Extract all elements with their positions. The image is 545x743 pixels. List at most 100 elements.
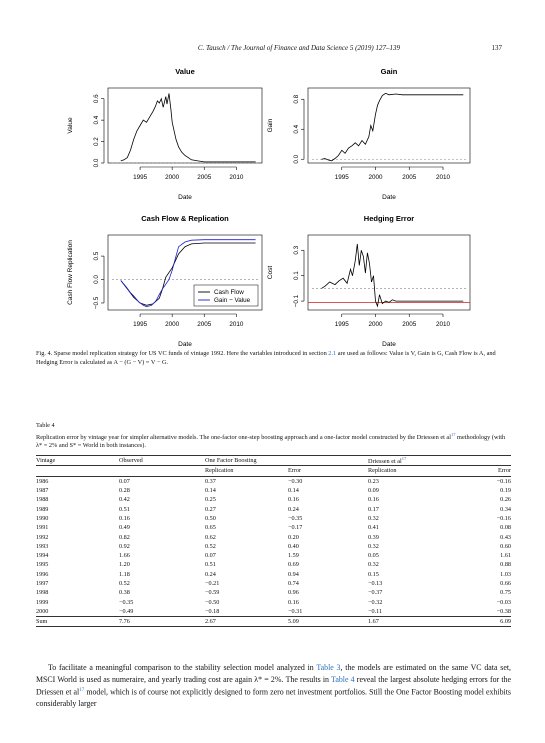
value-cell: 0.14 xyxy=(205,487,216,495)
body-paragraph: To facilitate a meaningful comparison to… xyxy=(36,662,511,710)
chart-panel: Value Date Value 1995 2000 2005 2010 0.0 0.2 0.4 0… xyxy=(67,67,263,201)
caption-section-link[interactable]: 2.1 xyxy=(328,350,337,357)
value-cell: −0.35 xyxy=(119,598,134,606)
figure-caption: Fig. 4. Sparse model replication strateg… xyxy=(36,350,511,367)
caption-text-1: Sparse model replication strategy for US… xyxy=(53,350,329,357)
y-tick-label: 0.4 xyxy=(93,115,100,124)
table-header-row: Vintage Observed One Factor Boosting Dri… xyxy=(36,454,511,467)
plot-frame xyxy=(107,234,263,311)
chart-panel: Gain Date Gain 1995 2000 2005 2010 0.0 0.4 0.8 xyxy=(267,67,471,201)
value-cell: 0.66 xyxy=(500,580,511,587)
value-cell: 0.20 xyxy=(288,533,299,541)
table-caption-text-b: methodology (with λ* = 2% and S* = World… xyxy=(36,433,506,450)
vintage-cell: 1996 xyxy=(36,570,49,578)
table-row: 1991 0.49 0.65 −0.17 0.41 0.08 xyxy=(36,523,511,532)
x-tick-label: 2010 xyxy=(229,321,244,328)
y-tick-label: −0.1 xyxy=(293,294,300,307)
value-cell: −0.21 xyxy=(205,580,220,587)
table-title: Table 4 xyxy=(36,422,55,429)
sum-cell: 6.09 xyxy=(451,616,511,628)
table-row: 1987 0.28 0.14 0.14 0.09 0.19 xyxy=(36,486,511,495)
x-tick-label: 2000 xyxy=(368,321,383,328)
sum-cell: 1.67 xyxy=(368,616,451,628)
table-row: 2000 −0.49 −0.18 −0.31 −0.11 −0.38 xyxy=(36,607,511,617)
value-cell: −0.17 xyxy=(288,524,303,532)
table-row: 1996 1.18 0.24 0.94 0.15 1.03 xyxy=(36,570,511,579)
sub-error-1: Error xyxy=(288,465,368,477)
value-cell: 0.37 xyxy=(205,477,216,485)
value-cell: −0.35 xyxy=(288,514,303,522)
value-cell: −0.11 xyxy=(368,607,383,615)
value-cell: 0.32 xyxy=(368,542,379,550)
value-cell: −0.32 xyxy=(368,598,383,606)
x-tick-label: 2010 xyxy=(436,174,451,181)
value-cell: 0.52 xyxy=(119,580,130,587)
ref-17-link[interactable]: 17 xyxy=(79,688,85,694)
y-tick-label: 0.6 xyxy=(93,94,100,103)
value-cell: −0.16 xyxy=(496,514,511,522)
y-tick-label: 0.0 xyxy=(93,158,100,167)
series-line xyxy=(120,93,256,163)
sub-replication-1: Replication xyxy=(205,465,288,477)
value-cell: 0.69 xyxy=(288,561,299,569)
y-tick-label: 0.2 xyxy=(93,137,100,146)
vintage-cell: 1991 xyxy=(36,524,49,532)
vintage-cell: 1997 xyxy=(36,580,49,587)
value-cell: 0.09 xyxy=(368,487,379,495)
value-cell: 0.24 xyxy=(288,505,299,513)
value-cell: 0.50 xyxy=(205,514,216,522)
sub-replication-2: Replication xyxy=(368,465,451,477)
y-tick-label: −0.5 xyxy=(93,296,100,309)
series-line xyxy=(321,243,464,308)
legend-box xyxy=(193,284,259,307)
value-cell: 0.16 xyxy=(288,496,299,504)
vintage-cell: 1986 xyxy=(36,477,49,485)
value-cell: 0.38 xyxy=(119,589,130,597)
value-cell: −0.37 xyxy=(368,589,383,597)
sub-error-2: Error xyxy=(451,465,511,477)
value-cell: 1.03 xyxy=(500,570,511,578)
legend-label: Gain − Value xyxy=(214,297,251,304)
x-axis-label: Date xyxy=(382,341,396,348)
value-cell: 0.39 xyxy=(368,533,379,541)
chart-title: Cash Flow & Replication xyxy=(141,214,229,223)
table-3-link[interactable]: Table 3 xyxy=(316,663,341,672)
chart-title: Value xyxy=(175,67,195,76)
table-row: 1989 0.51 0.27 0.24 0.17 0.34 xyxy=(36,504,511,513)
value-cell: −0.16 xyxy=(496,477,511,485)
value-cell: −0.38 xyxy=(496,607,511,615)
x-tick-label: 1995 xyxy=(133,321,148,328)
table-caption-ref[interactable]: 17 xyxy=(450,431,456,437)
caption-text-2: are used as follows: Value is V, Gain is… xyxy=(36,350,496,366)
value-cell: 0.14 xyxy=(288,487,299,495)
table-row: 1997 0.52 −0.21 0.74 −0.13 0.66 xyxy=(36,579,511,588)
y-axis-label: Cash Flow Replication xyxy=(67,240,74,305)
value-cell: 0.08 xyxy=(500,524,511,532)
table-row: 1993 0.92 0.52 0.40 0.32 0.60 xyxy=(36,542,511,551)
col-vintage: Vintage xyxy=(36,454,119,467)
running-header: C. Tausch / The Journal of Finance and D… xyxy=(0,44,545,56)
value-cell: 0.27 xyxy=(205,505,216,513)
value-cell: 0.42 xyxy=(119,496,130,504)
chart-title: Hedging Error xyxy=(364,214,415,223)
y-axis-label: Cost xyxy=(267,266,274,280)
table-4-link[interactable]: Table 4 xyxy=(331,674,355,684)
table-row: 1990 0.16 0.50 −0.35 0.32 −0.16 xyxy=(36,514,511,523)
plot-frame xyxy=(307,87,471,164)
x-tick-label: 1995 xyxy=(335,174,350,181)
value-cell: −0.50 xyxy=(205,598,220,606)
col-group-driessen-ref[interactable]: 17 xyxy=(401,456,407,462)
col-group-driessen: Driessen et al17 xyxy=(368,454,511,467)
vintage-cell: 1994 xyxy=(36,552,49,560)
series-line xyxy=(120,239,256,308)
value-cell: 1.59 xyxy=(288,552,299,560)
col-observed: Observed xyxy=(119,454,205,467)
value-cell: 0.52 xyxy=(205,542,216,550)
value-cell: 0.19 xyxy=(500,487,511,495)
value-cell: 0.40 xyxy=(288,542,299,550)
value-cell: 0.25 xyxy=(205,496,216,504)
value-cell: 0.05 xyxy=(368,552,379,560)
value-cell: −0.30 xyxy=(288,477,303,485)
value-cell: 0.32 xyxy=(368,514,379,522)
value-cell: 0.34 xyxy=(500,505,511,513)
